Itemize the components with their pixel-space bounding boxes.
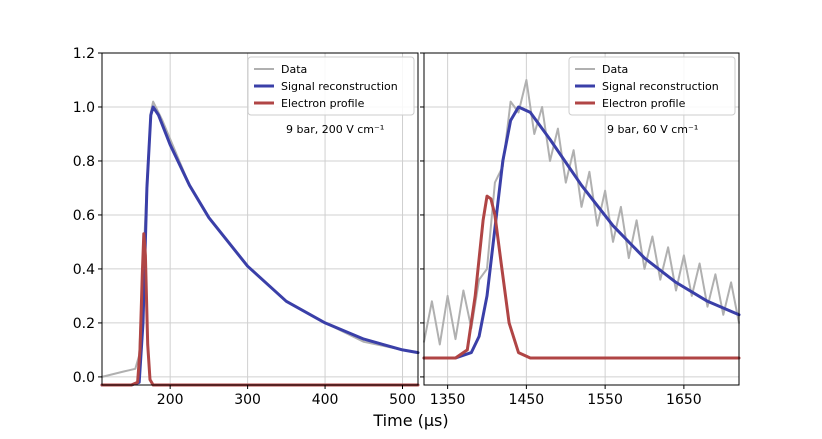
x-tick-label: 1350 bbox=[430, 392, 466, 408]
x-tick-label: 300 bbox=[234, 392, 261, 408]
legend-entry: Data bbox=[602, 63, 628, 76]
legend-entry: Electron profile bbox=[602, 97, 686, 110]
right-panel: 1350 1450 1550 1650 Data Signal reconstructio… bbox=[420, 52, 741, 408]
x-tick-label: 400 bbox=[312, 392, 339, 408]
x-tick-label: 1450 bbox=[509, 392, 545, 408]
x-tick-label: 200 bbox=[157, 392, 184, 408]
series-line-electron bbox=[100, 232, 420, 387]
x-tick-label: 1550 bbox=[587, 392, 623, 408]
y-tick-label: 0.6 bbox=[73, 208, 95, 224]
y-tick-label: 0.2 bbox=[73, 316, 95, 332]
plot-frame bbox=[423, 52, 740, 386]
legend-entry: Signal reconstruction bbox=[602, 80, 719, 93]
legend-box bbox=[568, 56, 736, 116]
legend-entry: Signal reconstruction bbox=[281, 80, 398, 93]
y-tick-label: 1.2 bbox=[73, 46, 95, 62]
x-tick-label: 1650 bbox=[666, 392, 702, 408]
left-panel: 200 300 400 500 Data Signal reconstruction Ele… bbox=[98, 52, 420, 408]
x-tick-label: 500 bbox=[389, 392, 416, 408]
plot-frame bbox=[101, 52, 419, 386]
series-line-electron bbox=[422, 194, 741, 360]
y-axis: 0.0 0.2 0.4 0.6 0.8 1.0 1.2 bbox=[73, 46, 95, 386]
legend-box bbox=[247, 56, 415, 116]
y-tick-label: 0.4 bbox=[73, 262, 95, 278]
legend-entry: Electron profile bbox=[281, 97, 365, 110]
y-tick-label: 0.0 bbox=[73, 370, 95, 386]
legend-entry: Data bbox=[281, 63, 307, 76]
condition-annotation: 9 bar, 200 V cm⁻¹ bbox=[286, 123, 384, 136]
series-line-data bbox=[423, 79, 740, 346]
condition-annotation: 9 bar, 60 V cm⁻¹ bbox=[607, 123, 698, 136]
series-line-signal bbox=[422, 105, 741, 360]
x-axis-title: Time (μs) bbox=[372, 411, 448, 430]
y-tick-label: 1.0 bbox=[73, 100, 95, 116]
y-tick-label: 0.8 bbox=[73, 154, 95, 170]
series-line-signal bbox=[100, 105, 420, 387]
